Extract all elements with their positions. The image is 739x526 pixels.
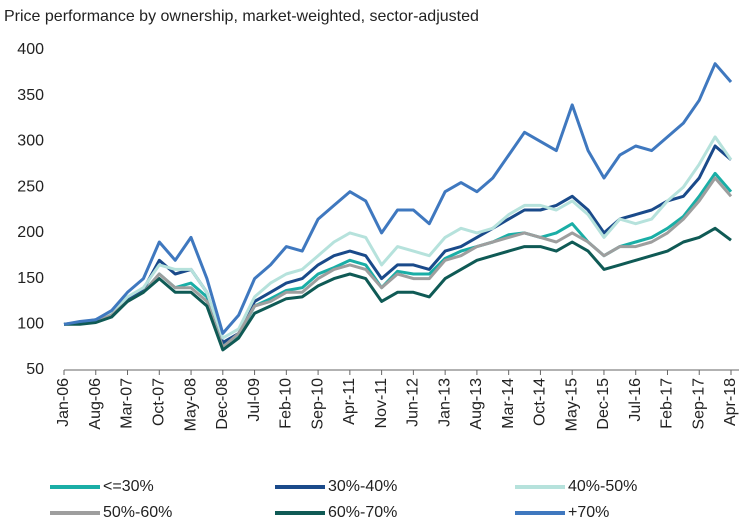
y-tick-label: 50: [26, 361, 44, 378]
series-line: [63, 62, 733, 335]
y-tick-label: 200: [17, 224, 44, 241]
x-tick-label: Aug-06: [87, 378, 104, 430]
x-tick-label: Sep-17: [690, 378, 707, 430]
chart-title: Price performance by ownership, market-w…: [4, 8, 479, 25]
x-tick-label: Sep-10: [309, 378, 326, 430]
x-tick-label: Dec-15: [595, 378, 612, 430]
legend-label: 50%-60%: [103, 504, 172, 521]
x-tick-label: May-08: [182, 378, 199, 431]
y-tick-label: 250: [17, 178, 44, 195]
x-tick-label: Jul-09: [246, 378, 263, 422]
x-tick-label: Mar-07: [119, 378, 136, 429]
series-line: [63, 135, 733, 340]
legend-label: <=30%: [103, 478, 154, 495]
x-tick-label: Jul-16: [627, 378, 644, 422]
x-tick-label: Apr-11: [341, 378, 358, 425]
x-tick-label: Mar-14: [500, 378, 517, 429]
x-tick-label: Aug-13: [468, 378, 485, 430]
x-tick-label: Dec-08: [214, 378, 231, 430]
series-line: [63, 176, 733, 349]
series-line: [64, 226, 732, 352]
x-tick-label: Jun-12: [405, 378, 422, 427]
x-tick-label: Feb-17: [659, 378, 676, 429]
x-tick-label: Oct-14: [532, 378, 549, 426]
y-tick-label: 400: [17, 41, 44, 58]
y-tick-label: 100: [17, 316, 44, 333]
legend-label: 40%-50%: [568, 478, 637, 495]
x-tick-label: Feb-10: [278, 378, 295, 429]
series-line: [63, 171, 733, 346]
x-tick-label: Oct-07: [151, 378, 168, 426]
x-tick-label: Jan-13: [436, 378, 453, 427]
x-tick-label: Jan-06: [55, 378, 72, 427]
legend-label: 30%-40%: [328, 478, 397, 495]
x-tick-label: Apr-18: [722, 378, 739, 426]
legend-label: +70%: [568, 504, 609, 521]
legend-label: 60%-70%: [328, 504, 397, 521]
x-tick-label: May-15: [563, 378, 580, 431]
y-tick-label: 350: [17, 87, 44, 104]
x-tick-label: Nov-11: [373, 378, 390, 428]
y-tick-label: 300: [17, 133, 44, 150]
y-tick-label: 150: [17, 270, 44, 287]
